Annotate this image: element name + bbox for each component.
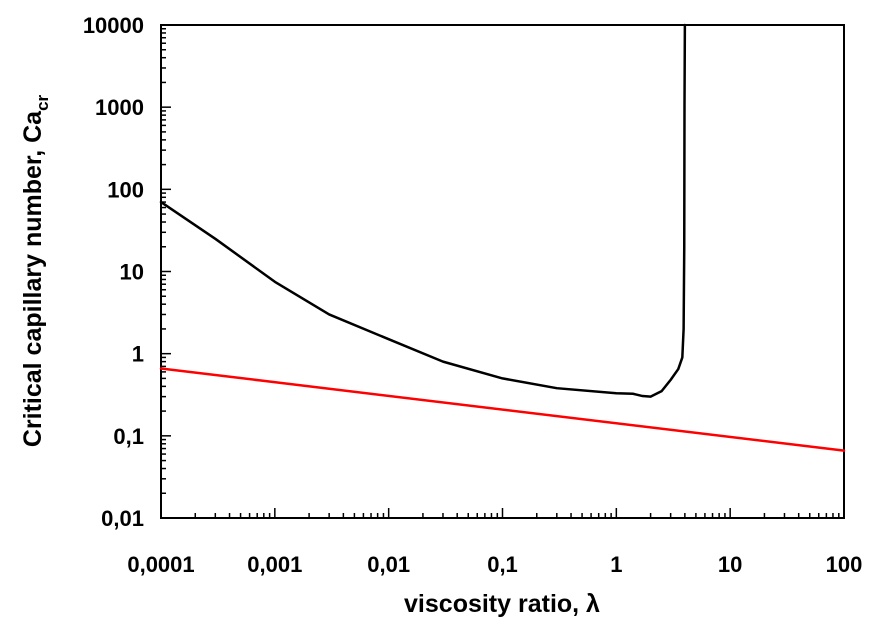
- x-tick-label: 0,001: [247, 552, 302, 577]
- y-tick-label: 10: [120, 260, 144, 285]
- y-tick-label: 0,01: [101, 506, 144, 531]
- major-ticks: [160, 24, 845, 519]
- y-axis-title-subscript: cr: [33, 94, 52, 110]
- x-tick-label: 0,0001: [127, 552, 194, 577]
- series-black-line: [159, 23, 687, 398]
- x-tick-label: 1: [610, 552, 622, 577]
- y-tick-labels: 0,01 0,1 1 10 100 1000 10000: [83, 13, 144, 531]
- x-tick-label: 0,1: [487, 552, 518, 577]
- series-red-line: [159, 367, 846, 452]
- y-tick-label: 0,1: [113, 424, 144, 449]
- x-tick-label: 100: [826, 552, 863, 577]
- y-tick-label: 1000: [95, 95, 144, 120]
- y-tick-label: 10000: [83, 13, 144, 38]
- y-tick-label: 100: [107, 177, 144, 202]
- minor-ticks: [161, 28, 840, 518]
- x-tick-labels: 0,0001 0,001 0,01 0,1 1 10 100: [127, 552, 862, 577]
- series-layer: [159, 23, 846, 452]
- x-tick-label: 10: [718, 552, 742, 577]
- x-tick-label: 0,01: [367, 552, 410, 577]
- y-axis-title-main: Critical capillary number, Ca: [19, 110, 47, 447]
- plot-area: [160, 24, 845, 519]
- y-axis-title: Critical capillary number, Cacr: [19, 94, 52, 447]
- x-axis-title: viscosity ratio, λ: [404, 590, 600, 618]
- y-tick-label: 1: [132, 342, 144, 367]
